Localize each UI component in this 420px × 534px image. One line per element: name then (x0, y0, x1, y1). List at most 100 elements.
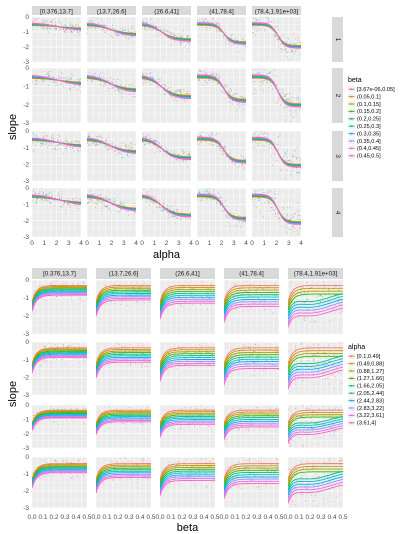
data-point (204, 357, 206, 359)
data-point (213, 190, 215, 192)
data-point (96, 203, 98, 205)
data-point (126, 35, 128, 37)
data-point (281, 88, 284, 90)
data-point (190, 280, 191, 281)
facet-panel (31, 341, 88, 396)
data-point (189, 90, 191, 92)
panel-marks (252, 131, 301, 180)
data-point (155, 26, 157, 28)
data-point (184, 299, 186, 301)
facet-panel (196, 67, 247, 124)
data-point (287, 103, 290, 105)
data-point (179, 361, 181, 363)
data-point (119, 360, 121, 362)
data-point (119, 145, 121, 147)
data-point (76, 197, 78, 199)
data-point (32, 81, 33, 83)
data-point (248, 286, 250, 288)
data-point (46, 136, 48, 138)
data-point (252, 141, 254, 143)
data-point (132, 37, 134, 39)
data-point (244, 99, 246, 101)
data-point (229, 101, 232, 103)
data-point (162, 203, 164, 205)
data-point (158, 78, 160, 80)
data-point (146, 201, 148, 203)
data-point (105, 293, 108, 295)
data-point (341, 308, 343, 310)
data-point (118, 354, 120, 356)
data-point (35, 131, 37, 132)
data-point (113, 155, 116, 157)
data-point (121, 355, 123, 357)
data-point (229, 37, 231, 39)
data-point (316, 311, 318, 313)
data-point (58, 29, 60, 31)
series-line (32, 294, 87, 312)
data-point (259, 286, 261, 288)
data-point (58, 140, 60, 142)
data-point (171, 90, 173, 92)
data-point (89, 22, 91, 24)
data-point (205, 352, 207, 354)
data-point (225, 147, 227, 149)
data-point (49, 362, 51, 364)
data-point (254, 198, 256, 200)
series-line (160, 284, 215, 302)
data-point (79, 78, 81, 80)
data-point (273, 148, 275, 150)
data-point (211, 359, 213, 361)
data-point (197, 199, 198, 201)
data-point (248, 288, 250, 290)
data-point (290, 96, 293, 98)
data-point (283, 107, 285, 109)
row-strip (332, 17, 343, 62)
data-point (96, 371, 98, 373)
data-point (183, 41, 185, 43)
data-point (112, 352, 114, 354)
data-point (299, 233, 301, 235)
y-tick-label: -1 (23, 357, 29, 364)
data-point (275, 37, 277, 39)
data-point (216, 82, 219, 84)
data-point (63, 86, 65, 88)
data-point (65, 30, 67, 32)
data-point (120, 153, 122, 155)
data-point (231, 358, 233, 360)
y-tick-label: -3 (23, 392, 29, 399)
data-point (206, 20, 208, 22)
row-strip-label: 3 (334, 154, 341, 158)
data-point (339, 298, 341, 300)
data-point (55, 145, 57, 147)
data-point (292, 97, 294, 99)
data-point (264, 29, 266, 31)
data-point (124, 349, 126, 352)
data-point (43, 135, 45, 137)
series-line (288, 307, 343, 328)
data-point (105, 84, 107, 86)
data-point (122, 357, 124, 359)
data-point (297, 172, 299, 174)
data-point (172, 162, 175, 164)
data-point (289, 107, 291, 109)
data-point (175, 292, 177, 294)
data-point (198, 22, 200, 25)
data-point (187, 282, 189, 284)
data-point (170, 33, 172, 35)
x-axis-title: alpha (153, 249, 181, 261)
data-point (209, 352, 211, 354)
data-point (139, 363, 141, 365)
data-point (124, 145, 126, 147)
data-point (68, 88, 71, 90)
data-point (198, 69, 200, 71)
data-point (161, 207, 164, 209)
data-point (279, 220, 281, 222)
data-point (70, 25, 72, 27)
data-point (118, 351, 120, 353)
data-point (47, 26, 49, 28)
data-point (215, 133, 218, 135)
y-tick-label: -2 (23, 375, 29, 382)
data-point (67, 202, 69, 204)
data-point (119, 151, 121, 153)
data-point (278, 29, 280, 31)
